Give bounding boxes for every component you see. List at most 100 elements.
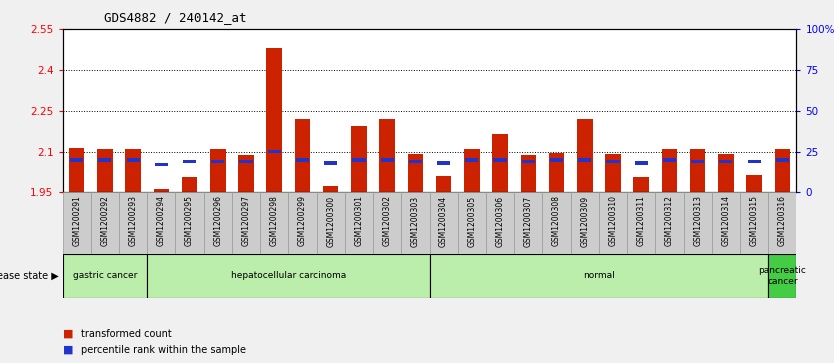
Bar (627, 192, 656, 254)
Bar (239, 160, 253, 163)
Text: GSM1200305: GSM1200305 (467, 195, 476, 246)
Text: percentile rank within the sample: percentile rank within the sample (81, 345, 246, 355)
Bar (323, 185, 339, 192)
Bar (542, 192, 570, 254)
Bar (373, 192, 401, 254)
Bar (401, 192, 430, 254)
Bar (458, 192, 486, 254)
Bar (260, 192, 289, 254)
Text: GSM1200303: GSM1200303 (411, 195, 420, 246)
Bar (577, 119, 592, 192)
Bar (605, 154, 620, 192)
Bar (486, 192, 515, 254)
Text: GSM1200294: GSM1200294 (157, 195, 166, 246)
Bar (768, 192, 796, 254)
Text: GSM1200302: GSM1200302 (383, 195, 392, 246)
Bar (352, 158, 365, 162)
Bar (296, 158, 309, 162)
Bar (379, 119, 395, 192)
Bar (775, 150, 790, 192)
Bar (267, 48, 282, 192)
Bar (351, 126, 367, 192)
Bar (520, 155, 536, 192)
Bar (746, 175, 762, 192)
Text: pancreatic
cancer: pancreatic cancer (758, 266, 806, 286)
Bar (430, 254, 768, 298)
Bar (125, 150, 141, 192)
Bar (578, 158, 591, 162)
Text: GSM1200308: GSM1200308 (552, 195, 561, 246)
Bar (324, 161, 337, 165)
Bar (63, 192, 91, 254)
Bar (70, 158, 83, 162)
Text: GSM1200301: GSM1200301 (354, 195, 364, 246)
Bar (515, 192, 542, 254)
Text: GSM1200300: GSM1200300 (326, 195, 335, 246)
Bar (606, 160, 620, 163)
Bar (437, 161, 450, 165)
Bar (344, 192, 373, 254)
Text: GSM1200313: GSM1200313 (693, 195, 702, 246)
Bar (239, 155, 254, 192)
Bar (768, 254, 796, 298)
Text: GSM1200314: GSM1200314 (721, 195, 731, 246)
Bar (232, 192, 260, 254)
Text: GSM1200310: GSM1200310 (609, 195, 617, 246)
Bar (210, 150, 225, 192)
Bar (550, 158, 563, 162)
Bar (430, 192, 458, 254)
Text: disease state ▶: disease state ▶ (0, 271, 58, 281)
Bar (203, 192, 232, 254)
Bar (570, 192, 599, 254)
Bar (380, 158, 394, 162)
Bar (408, 154, 423, 192)
Text: GSM1200293: GSM1200293 (128, 195, 138, 246)
Bar (776, 158, 789, 162)
Text: ■: ■ (63, 345, 73, 355)
Bar (148, 254, 430, 298)
Bar (289, 192, 317, 254)
Text: GSM1200306: GSM1200306 (495, 195, 505, 246)
Bar (182, 178, 198, 192)
Text: GSM1200292: GSM1200292 (100, 195, 109, 246)
Bar (294, 119, 310, 192)
Bar (740, 192, 768, 254)
Bar (63, 254, 148, 298)
Bar (97, 150, 113, 192)
Text: normal: normal (583, 272, 615, 280)
Text: transformed count: transformed count (81, 329, 172, 339)
Bar (719, 160, 732, 163)
Text: gastric cancer: gastric cancer (73, 272, 137, 280)
Bar (691, 160, 704, 163)
Text: GSM1200312: GSM1200312 (665, 195, 674, 246)
Bar (155, 163, 168, 166)
Bar (711, 192, 740, 254)
Bar (661, 150, 677, 192)
Bar (635, 161, 648, 165)
Text: GDS4882 / 240142_at: GDS4882 / 240142_at (104, 11, 247, 24)
Text: GSM1200315: GSM1200315 (750, 195, 759, 246)
Bar (634, 178, 649, 192)
Bar (663, 158, 676, 162)
Text: GSM1200298: GSM1200298 (269, 195, 279, 246)
Bar (91, 192, 119, 254)
Bar (409, 160, 422, 163)
Bar (492, 134, 508, 192)
Bar (127, 158, 140, 162)
Bar (464, 150, 480, 192)
Bar (549, 153, 565, 192)
Bar (465, 158, 479, 162)
Bar (98, 158, 112, 162)
Bar (747, 160, 761, 163)
Bar (183, 160, 196, 163)
Bar (718, 154, 734, 192)
Text: GSM1200297: GSM1200297 (242, 195, 250, 246)
Bar (153, 189, 169, 192)
Bar (317, 192, 344, 254)
Bar (656, 192, 684, 254)
Text: GSM1200299: GSM1200299 (298, 195, 307, 246)
Text: GSM1200295: GSM1200295 (185, 195, 194, 246)
Bar (522, 160, 535, 163)
Bar (119, 192, 148, 254)
Bar (148, 192, 175, 254)
